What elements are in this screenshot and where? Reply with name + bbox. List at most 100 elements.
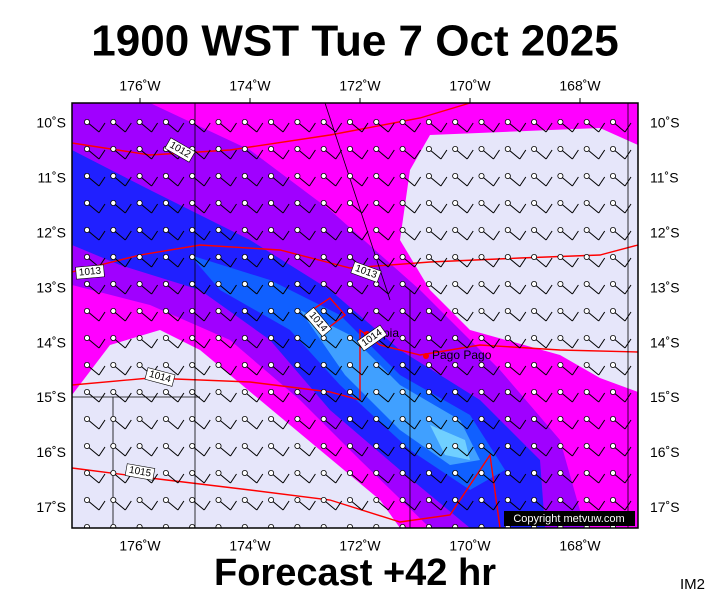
barb-station bbox=[189, 199, 196, 206]
barb-flag bbox=[361, 284, 369, 295]
isobar-label-bg bbox=[164, 137, 196, 163]
wind-barb bbox=[478, 253, 500, 268]
barb-flag bbox=[230, 392, 237, 403]
barb-station bbox=[478, 172, 485, 179]
barb-flag bbox=[124, 311, 132, 322]
barb-station bbox=[241, 442, 248, 449]
barb-station bbox=[268, 226, 275, 233]
wind-barb bbox=[162, 253, 185, 268]
barb-station bbox=[425, 253, 432, 260]
barb-flag bbox=[414, 338, 422, 349]
barb-station bbox=[610, 172, 617, 179]
barb-station bbox=[215, 145, 222, 152]
barb-flag bbox=[98, 365, 106, 376]
wind-barb bbox=[110, 280, 132, 295]
barb-station bbox=[373, 524, 380, 528]
barb-flag bbox=[440, 338, 448, 349]
wind-barb bbox=[268, 469, 290, 484]
barb-flag bbox=[282, 257, 290, 268]
barb-flag bbox=[440, 365, 448, 376]
barb-flag bbox=[440, 122, 448, 133]
barb-flag bbox=[335, 392, 343, 403]
lon-label: 174˚W bbox=[229, 538, 271, 554]
barb-flag bbox=[203, 365, 211, 376]
wind-barb bbox=[425, 524, 447, 528]
barb-station bbox=[583, 415, 590, 422]
barb-flag bbox=[151, 338, 159, 349]
wind-barb bbox=[84, 334, 106, 349]
barb-flag bbox=[440, 203, 448, 214]
barb-flag bbox=[151, 392, 159, 403]
barb-station bbox=[110, 524, 117, 528]
wind-barb bbox=[399, 307, 422, 322]
barb-flag bbox=[256, 257, 264, 268]
barb-flag bbox=[440, 419, 448, 430]
barb-flag bbox=[335, 473, 343, 484]
wind-barb bbox=[346, 145, 369, 160]
wind-barb bbox=[452, 253, 474, 268]
barb-flag bbox=[624, 176, 632, 187]
barb-station bbox=[110, 145, 117, 152]
barb-station bbox=[452, 119, 459, 126]
wind-barb bbox=[241, 442, 264, 457]
barb-station bbox=[425, 172, 432, 179]
barb-station bbox=[294, 442, 301, 449]
barb-flag bbox=[282, 338, 290, 349]
wind-barb bbox=[162, 119, 185, 133]
barb-station bbox=[162, 361, 169, 368]
barb-flag bbox=[98, 149, 106, 160]
barb-station bbox=[557, 226, 564, 233]
wind-barb bbox=[136, 415, 159, 430]
barb-station bbox=[162, 119, 169, 126]
barb-flag bbox=[598, 392, 606, 403]
barb-flag bbox=[308, 392, 316, 403]
wind-barb bbox=[425, 280, 448, 295]
barb-station bbox=[373, 496, 380, 503]
barb-flag bbox=[230, 311, 237, 322]
wind-barb bbox=[557, 334, 579, 349]
wind-barb bbox=[346, 199, 369, 214]
barb-station bbox=[531, 172, 538, 179]
barb-flag bbox=[98, 446, 106, 457]
barb-station bbox=[557, 415, 564, 422]
barb-station bbox=[320, 145, 327, 152]
barb-station bbox=[136, 145, 143, 152]
barb-flag bbox=[151, 419, 159, 430]
barb-flag bbox=[151, 176, 159, 187]
wind-barb bbox=[610, 145, 632, 160]
barb-flag bbox=[387, 473, 395, 484]
barb-flag bbox=[493, 257, 500, 268]
barb-station bbox=[504, 496, 511, 503]
barb-flag bbox=[335, 149, 343, 160]
barb-flag bbox=[256, 122, 264, 133]
barb-flag bbox=[361, 419, 369, 430]
wind-barb bbox=[557, 119, 579, 133]
wind-barb bbox=[294, 469, 316, 484]
wind-barb bbox=[189, 119, 211, 133]
barb-flag bbox=[545, 419, 553, 430]
wind-barb bbox=[346, 469, 369, 484]
barb-flag bbox=[571, 446, 579, 457]
barb-flag bbox=[519, 446, 527, 457]
barb-flag bbox=[519, 284, 527, 295]
barb-station bbox=[452, 388, 459, 395]
barb-flag bbox=[124, 203, 132, 214]
corner-label: IM2 bbox=[680, 576, 705, 593]
wind-barb bbox=[136, 199, 159, 214]
wind-barb bbox=[373, 469, 395, 484]
barb-flag bbox=[493, 365, 500, 376]
wind-barb bbox=[189, 361, 211, 376]
barb-flag bbox=[466, 311, 474, 322]
barb-station bbox=[110, 226, 117, 233]
isobar-label: 1015 bbox=[124, 463, 156, 481]
barb-flag bbox=[203, 473, 211, 484]
barb-flag bbox=[177, 203, 185, 214]
lat-label: 11˚S bbox=[37, 170, 66, 186]
lat-label: 13˚S bbox=[650, 279, 680, 295]
barb-station bbox=[557, 361, 564, 368]
barb-station bbox=[583, 442, 590, 449]
wind-barb bbox=[136, 226, 159, 241]
barb-flag bbox=[361, 392, 369, 403]
wind-barb bbox=[346, 496, 369, 511]
wind-barb bbox=[504, 469, 527, 484]
